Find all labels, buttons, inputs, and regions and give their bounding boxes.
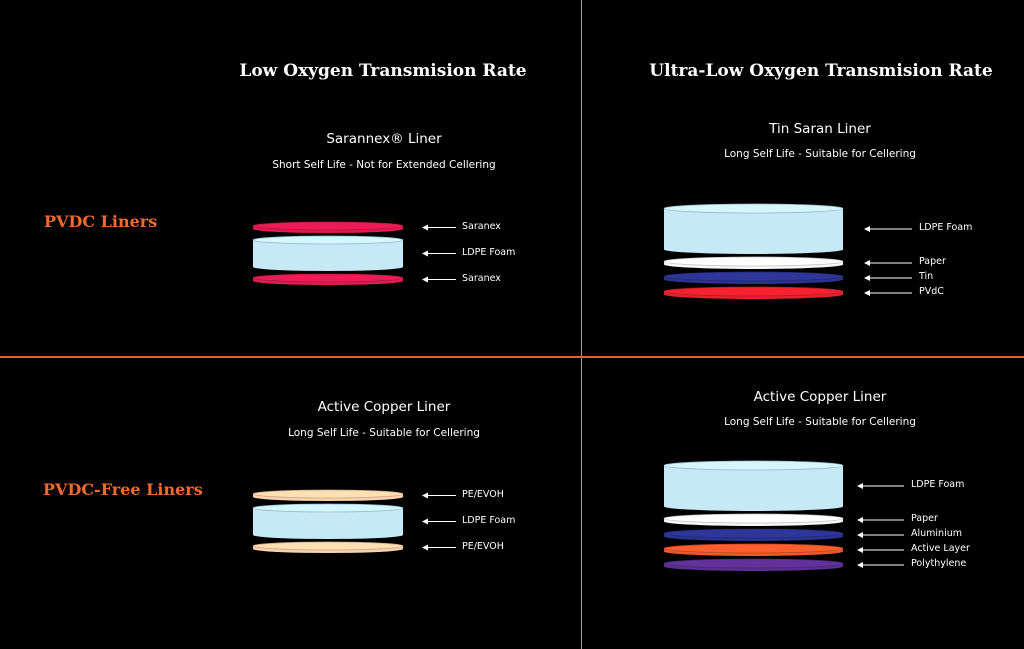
layer-saranex-disc [252,273,404,285]
arrow-head-icon [864,226,870,232]
layer-label-pvdc: PVdC [919,286,944,297]
arrow-head-icon [864,290,870,296]
liner-title: Active Copper Liner [753,389,887,405]
layer-ldpe-foam-disc [663,203,844,254]
layer-label-saranex: Saranex [462,272,501,284]
layer-label-pe-evoh: PE/EVOH [462,488,504,500]
layer-active-layer-disc [663,543,844,556]
layer-paper-disc [663,256,844,269]
arrow-head-icon [857,517,863,523]
liner-title: Sarannex® Liner [326,131,442,147]
layer-label-ldpe-foam: LDPE Foam [911,479,965,490]
heading-low-otr: Low Oxygen Transmision Rate [239,61,527,81]
arrow-head-icon [422,518,428,525]
arrow-head-icon [857,547,863,553]
arrow-head-icon [422,492,428,499]
layer-tin-disc [663,271,844,284]
layer-ldpe-foam-disc [663,460,844,511]
layer-label-paper: Paper [911,513,938,524]
layer-label-tin: Tin [919,271,934,282]
layer-label-active-layer: Active Layer [911,543,970,554]
layer-label-ldpe-foam: LDPE Foam [462,514,516,526]
arrow-head-icon [422,544,428,551]
layer-paper-disc [663,513,844,526]
horizontal-divider [0,356,1024,358]
arrow-head-icon [422,276,428,283]
arrow-head-icon [857,532,863,538]
layer-label-ldpe-foam: LDPE Foam [919,222,973,233]
heading-ultra-low-otr: Ultra-Low Oxygen Transmision Rate [649,61,993,81]
liner-subtitle: Short Self Life - Not for Extended Celle… [272,159,496,171]
layer-ldpe-foam-disc [252,503,404,539]
layer-ldpe-foam-disc [252,235,404,271]
layer-label-paper: Paper [919,256,946,267]
arrow-head-icon [422,250,428,257]
layer-pvdc-disc [663,286,844,299]
arrow-head-icon [422,224,428,231]
liner-title: Tin Saran Liner [769,121,871,137]
layer-label-pe-evoh: PE/EVOH [462,540,504,552]
row-label-pvdc: PVDC Liners [44,212,158,231]
layer-polythylene-disc [663,558,844,571]
arrow-head-icon [857,562,863,568]
vertical-divider [581,0,582,649]
liner-subtitle: Long Self Life - Suitable for Cellering [724,416,916,428]
layer-pe-evoh-disc [252,489,404,501]
liner-title: Active Copper Liner [317,399,451,415]
layer-aluminium-disc [663,528,844,541]
arrow-head-icon [864,260,870,266]
layer-label-aluminium: Aluminium [911,528,962,539]
arrow-head-icon [857,483,863,489]
layer-pe-evoh-disc [252,541,404,553]
layer-label-polythylene: Polythylene [911,558,967,569]
layer-saranex-disc [252,221,404,233]
row-label-pvdc-free: PVDC-Free Liners [43,480,203,499]
layer-label-saranex: Saranex [462,220,501,232]
liner-subtitle: Long Self Life - Suitable for Cellering [288,427,480,439]
arrow-head-icon [864,275,870,281]
layer-label-ldpe-foam: LDPE Foam [462,246,516,258]
liner-subtitle: Long Self Life - Suitable for Cellering [724,148,916,160]
